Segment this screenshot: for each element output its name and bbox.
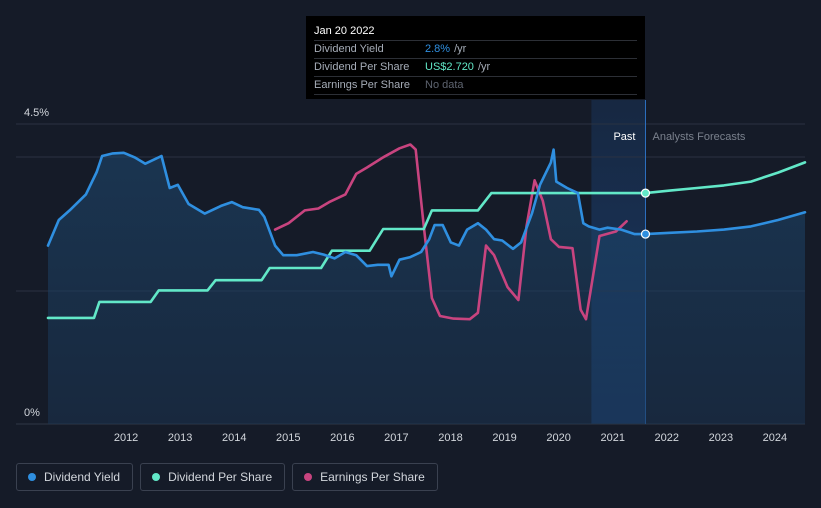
- tooltip-row-dividend-yield: Dividend Yield 2.8% /yr: [314, 41, 637, 59]
- legend-item-dividend-per-share[interactable]: Dividend Per Share: [140, 463, 286, 491]
- x-tick-label: 2016: [330, 432, 354, 444]
- legend-item-earnings-per-share[interactable]: Earnings Per Share: [292, 463, 438, 491]
- x-tick-label: 2019: [492, 432, 516, 444]
- marker-dividend-yield: [640, 229, 651, 239]
- x-tick-label: 2015: [276, 432, 300, 444]
- x-tick-label: 2012: [114, 432, 138, 444]
- series-line-earnings-per-share: [273, 143, 628, 321]
- tooltip-unit: /yr: [477, 61, 491, 73]
- x-tick-label: 2017: [384, 432, 408, 444]
- x-tick-label: 2013: [168, 432, 192, 444]
- series-line-dividend-per-share: [46, 161, 807, 320]
- past-label: Past: [613, 131, 635, 143]
- tooltip-row-dividend-per-share: Dividend Per Share US$2.720 /yr: [314, 59, 637, 77]
- chart-legend: Dividend Yield Dividend Per Share Earnin…: [16, 463, 438, 491]
- marker-dividend-per-share: [640, 188, 651, 198]
- tooltip-value: US$2.720: [425, 61, 474, 73]
- x-tick-label: 2020: [546, 432, 570, 444]
- legend-dot-dividend-yield: [28, 473, 36, 481]
- legend-label: Earnings Per Share: [320, 470, 425, 484]
- y-tick-label: 0%: [24, 407, 40, 419]
- series-area-dividend-yield: [48, 149, 805, 424]
- legend-item-dividend-yield[interactable]: Dividend Yield: [16, 463, 134, 491]
- tooltip-unit: /yr: [454, 43, 467, 55]
- legend-dot-earnings-per-share: [304, 473, 313, 481]
- x-tick-label: 2014: [222, 432, 246, 444]
- x-tick-label: 2018: [438, 432, 462, 444]
- tooltip-value: No data: [425, 79, 464, 91]
- x-tick-label: 2022: [655, 432, 679, 444]
- forecast-label: Analysts Forecasts: [652, 131, 745, 143]
- tooltip-row-earnings-per-share: Earnings Per Share No data: [314, 77, 637, 95]
- x-tick-label: 2024: [763, 432, 787, 444]
- legend-label: Dividend Yield: [44, 470, 121, 484]
- y-tick-label: 4.5%: [24, 107, 49, 119]
- tooltip-label: Earnings Per Share: [314, 79, 410, 91]
- series-line-dividend-yield: [46, 148, 807, 278]
- x-tick-label: 2021: [600, 432, 624, 444]
- legend-dot-dividend-per-share: [152, 473, 161, 481]
- chart-tooltip: Jan 20 2022 Dividend Yield 2.8% /yr Divi…: [306, 16, 645, 99]
- tooltip-label: Dividend Per Share: [314, 61, 410, 73]
- tooltip-label: Dividend Yield: [314, 43, 384, 55]
- legend-label: Dividend Per Share: [168, 470, 273, 484]
- x-tick-label: 2023: [709, 432, 733, 444]
- tooltip-date: Jan 20 2022: [314, 22, 637, 41]
- tooltip-value: 2.8%: [425, 43, 451, 55]
